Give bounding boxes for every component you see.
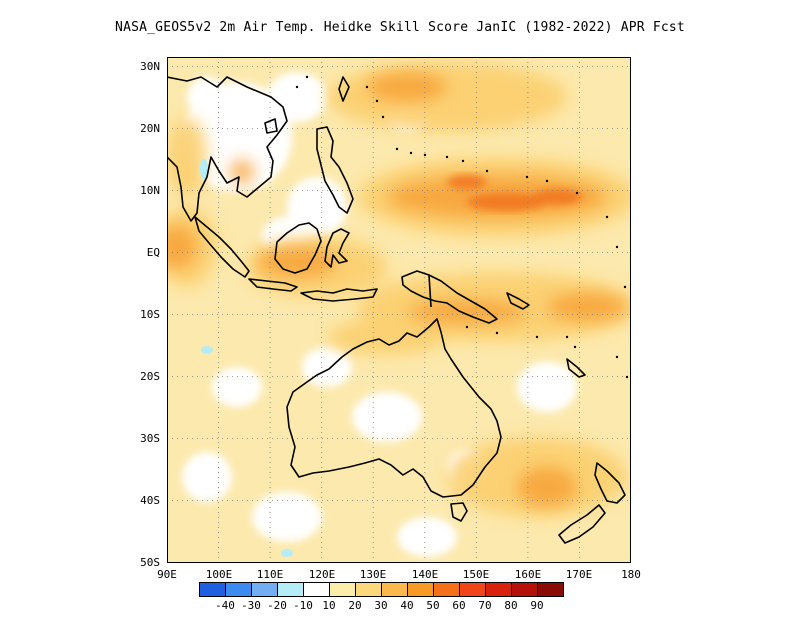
x-tick-label: 140E	[411, 568, 439, 581]
x-tick-label: 120E	[308, 568, 336, 581]
x-tick-label: 130E	[359, 568, 387, 581]
colorbar-swatch	[355, 582, 382, 597]
y-tick-label: 20S	[140, 370, 160, 383]
colorbar-swatch	[329, 582, 356, 597]
colorbar-label: -10	[293, 599, 313, 612]
y-tick-label: 40S	[140, 494, 160, 507]
colorbar-swatch	[459, 582, 486, 597]
colorbar-label: -20	[267, 599, 287, 612]
x-tick-label: 90E	[157, 568, 177, 581]
map-title: NASA_GEOS5v2 2m Air Temp. Heidke Skill S…	[115, 20, 685, 35]
y-tick-label: 50S	[140, 556, 160, 569]
x-tick-label: 150E	[462, 568, 490, 581]
y-tick-label: 10N	[140, 184, 160, 197]
colorbar-swatch	[511, 582, 538, 597]
colorbar-swatch	[199, 582, 226, 597]
lesser-sunda-coast	[300, 288, 378, 302]
peak-skill-patches	[447, 175, 582, 211]
philippines-coast	[316, 126, 354, 214]
sumatra-coast	[194, 216, 250, 278]
colorbar-label: 30	[374, 599, 388, 612]
new-guinea-coast	[401, 270, 498, 324]
y-tick-label: 20N	[140, 122, 160, 135]
colorbar-label: -40	[215, 599, 235, 612]
australia-coast	[286, 318, 502, 498]
x-tick-label: 170E	[565, 568, 593, 581]
small-islands	[295, 75, 629, 379]
colorbar-swatch	[251, 582, 278, 597]
new-caledonia-coast	[566, 358, 586, 378]
colorbar-label: 90	[530, 599, 544, 612]
y-tick-label: 10S	[140, 308, 160, 321]
colorbar-label: 70	[478, 599, 492, 612]
colorbar-swatch	[485, 582, 512, 597]
colorbar-swatch	[277, 582, 304, 597]
colorbar-swatch	[381, 582, 408, 597]
colorbar-label: 80	[504, 599, 518, 612]
colorbar-label: 50	[426, 599, 440, 612]
colorbar	[199, 582, 564, 597]
negative-skill-patches	[200, 159, 293, 557]
x-tick-label: 180	[621, 568, 641, 581]
indochina-coast	[167, 76, 288, 222]
x-tick-label: 100E	[205, 568, 233, 581]
colorbar-swatch	[537, 582, 564, 597]
colorbar-swatch	[225, 582, 252, 597]
colorbar-swatch	[407, 582, 434, 597]
colorbar-label: 40	[400, 599, 414, 612]
colorbar-swatch	[303, 582, 330, 597]
solomon-islands-coast	[506, 292, 530, 310]
y-tick-label: 30N	[140, 60, 160, 73]
colorbar-label: 60	[452, 599, 466, 612]
coastlines	[167, 76, 626, 544]
taiwan-coast	[338, 76, 350, 102]
new-zealand-north	[594, 462, 626, 504]
colorbar-label: 20	[348, 599, 362, 612]
tasmania-coast	[450, 502, 468, 522]
skill-score-map	[167, 57, 631, 563]
x-tick-label: 110E	[256, 568, 284, 581]
colorbar-label: 10	[322, 599, 336, 612]
java-coast	[248, 278, 298, 292]
y-tick-label: 30S	[140, 432, 160, 445]
x-tick-label: 160E	[514, 568, 542, 581]
map-svg	[167, 57, 631, 563]
colorbar-label: -30	[241, 599, 261, 612]
colorbar-swatch	[433, 582, 460, 597]
hainan-coast	[264, 118, 278, 134]
borneo-coast	[274, 222, 322, 274]
y-tick-label: EQ	[146, 246, 160, 259]
new-zealand-south	[558, 504, 606, 544]
sulawesi-coast	[324, 228, 350, 268]
